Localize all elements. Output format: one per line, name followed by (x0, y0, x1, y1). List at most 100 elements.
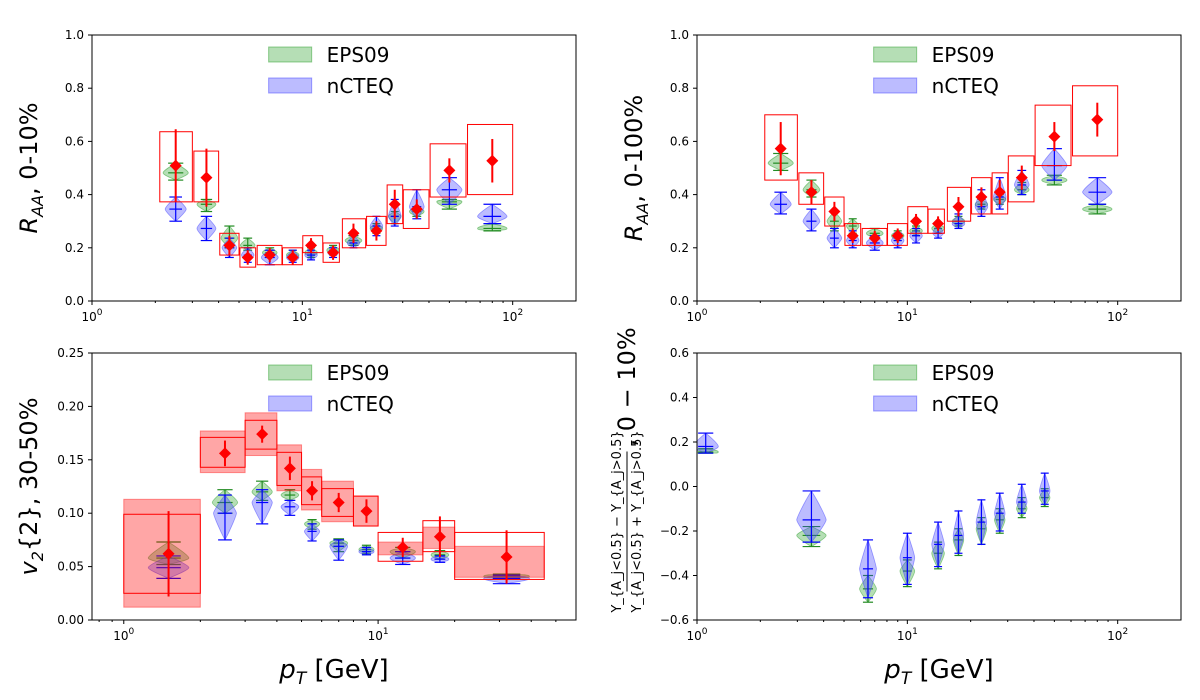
data-point-marker (443, 164, 456, 177)
legend-swatch-ncteq (873, 77, 918, 94)
axes-frame (91, 34, 577, 302)
data-point-marker (306, 484, 319, 497)
y-axis-label: RAA, 0-100% (620, 95, 652, 241)
x-tick-label: 101 (897, 308, 918, 324)
x-tick-label: 101 (368, 627, 389, 643)
sys-uncertainty-box (798, 172, 825, 205)
plot-area (159, 123, 514, 268)
sys-uncertainty-box (244, 419, 278, 450)
y-tick-label: 0.0 (65, 294, 84, 308)
y-tick-label: 0.00 (57, 613, 84, 627)
sys-uncertainty-box (844, 223, 862, 246)
x-axis-label: pT [GeV] (278, 655, 388, 689)
x-axis-label: pT [GeV] (883, 655, 993, 689)
axes-frame (696, 34, 1182, 302)
legend-label-ncteq: nCTEQ (932, 74, 999, 98)
y-label-numerator: Y_{A_j<0.5} − Y_{A_j>0.5} (610, 430, 625, 613)
legend-label-eps09: EPS09 (327, 361, 390, 385)
axes-frame (91, 352, 577, 621)
sys-uncertainty-box (123, 513, 201, 594)
legend-label-eps09: EPS09 (327, 43, 390, 67)
legend-swatch-ncteq (268, 77, 313, 94)
sys-uncertainty-box (341, 218, 367, 249)
sys-uncertainty-box (256, 244, 283, 266)
legend-label-ncteq: nCTEQ (327, 392, 394, 416)
data-point-marker (305, 239, 318, 252)
sys-uncertainty-box (199, 436, 246, 468)
data-point-marker (1048, 130, 1061, 143)
sys-uncertainty-box (276, 451, 303, 486)
data-point-marker (433, 530, 446, 543)
sys-uncertainty-box (991, 172, 1009, 215)
sys-uncertainty-box (352, 495, 379, 527)
data-point-marker (1091, 113, 1104, 126)
data-point-marker (169, 159, 182, 172)
y-tick-label: 0.4 (670, 188, 689, 202)
y-label-suffix: , 0 − 10% (613, 327, 641, 446)
x-tick-label: 101 (897, 627, 918, 643)
data-point-marker (774, 142, 787, 155)
y-tick-label: 1.0 (65, 28, 84, 42)
data-point-marker (241, 251, 254, 264)
sys-uncertainty-box (1007, 155, 1035, 203)
sys-uncertainty-box (386, 184, 404, 225)
sys-uncertainty-box (824, 196, 845, 227)
y-tick-label: 0.6 (670, 134, 689, 148)
y-tick-label: 0.20 (57, 399, 84, 413)
data-point-marker (410, 203, 423, 216)
data-point-marker (975, 191, 988, 204)
sys-uncertainty-box (322, 242, 340, 263)
x-tick-label: 100 (686, 627, 707, 643)
panel-bottom-left: 0.00 0.05 0.10 0.15 0.20 0.25 100 101 EPS09 nCTEQ… (15, 346, 577, 689)
legend-label-eps09: EPS09 (932, 361, 995, 385)
x-tick-label: 102 (502, 308, 523, 324)
sys-uncertainty-box (366, 215, 387, 246)
data-point-marker (805, 186, 818, 199)
y-tick-label: −0.2 (660, 524, 689, 538)
sys-uncertainty-band (123, 498, 201, 608)
y-axis-label: RAA, 0-10% (15, 102, 47, 233)
data-point-marker (370, 224, 383, 237)
sys-uncertainty-box (402, 189, 430, 229)
data-point-marker (218, 447, 231, 460)
panel-top-right: 0.0 0.2 0.4 0.6 0.8 1.0 100 101 102 EPS09 nCTEQ RAA… (620, 28, 1182, 324)
y-label-denominator: Y_{A_j<0.5} + Y_{A_j>0.5} (630, 430, 645, 613)
y-tick-label: 0.2 (65, 241, 84, 255)
data-point-marker (396, 541, 409, 554)
data-point-marker (286, 251, 299, 264)
y-tick-label: 0.6 (670, 346, 689, 360)
data-point-marker (283, 462, 296, 475)
y-tick-label: −0.4 (660, 569, 689, 583)
y-axis-label: v2{2}, 30-50% (15, 398, 47, 576)
plot-area (764, 85, 1119, 251)
data-point-marker (360, 505, 373, 518)
data-point-marker (993, 186, 1006, 199)
sys-uncertainty-box (429, 143, 467, 198)
legend-swatch-ncteq (268, 395, 313, 412)
y-tick-label: 0.2 (670, 435, 689, 449)
data-point-marker (486, 154, 499, 167)
y-tick-label: 0.8 (65, 81, 84, 95)
y-tick-label: 0.6 (65, 134, 84, 148)
y-tick-label: 0.05 (57, 560, 84, 574)
sys-uncertainty-box (467, 123, 514, 196)
x-tick-label: 100 (113, 627, 134, 643)
data-point-marker (200, 171, 213, 184)
data-point-marker (327, 246, 340, 259)
sys-uncertainty-box (454, 531, 545, 580)
sys-uncertainty-box (887, 223, 908, 246)
plot-area (697, 432, 1051, 603)
plot-area (123, 412, 545, 608)
y-tick-label: 0.25 (57, 346, 84, 360)
data-point-marker (332, 496, 345, 509)
sys-uncertainty-box (1072, 85, 1119, 157)
data-point-marker (500, 550, 513, 563)
data-point-marker (952, 200, 965, 213)
data-point-marker (891, 229, 904, 242)
sys-uncertainty-band (454, 545, 545, 578)
legend-swatch-eps09 (268, 364, 313, 381)
data-point-marker (1015, 171, 1028, 184)
x-tick-label: 100 (81, 308, 102, 324)
data-point-marker (932, 217, 945, 230)
